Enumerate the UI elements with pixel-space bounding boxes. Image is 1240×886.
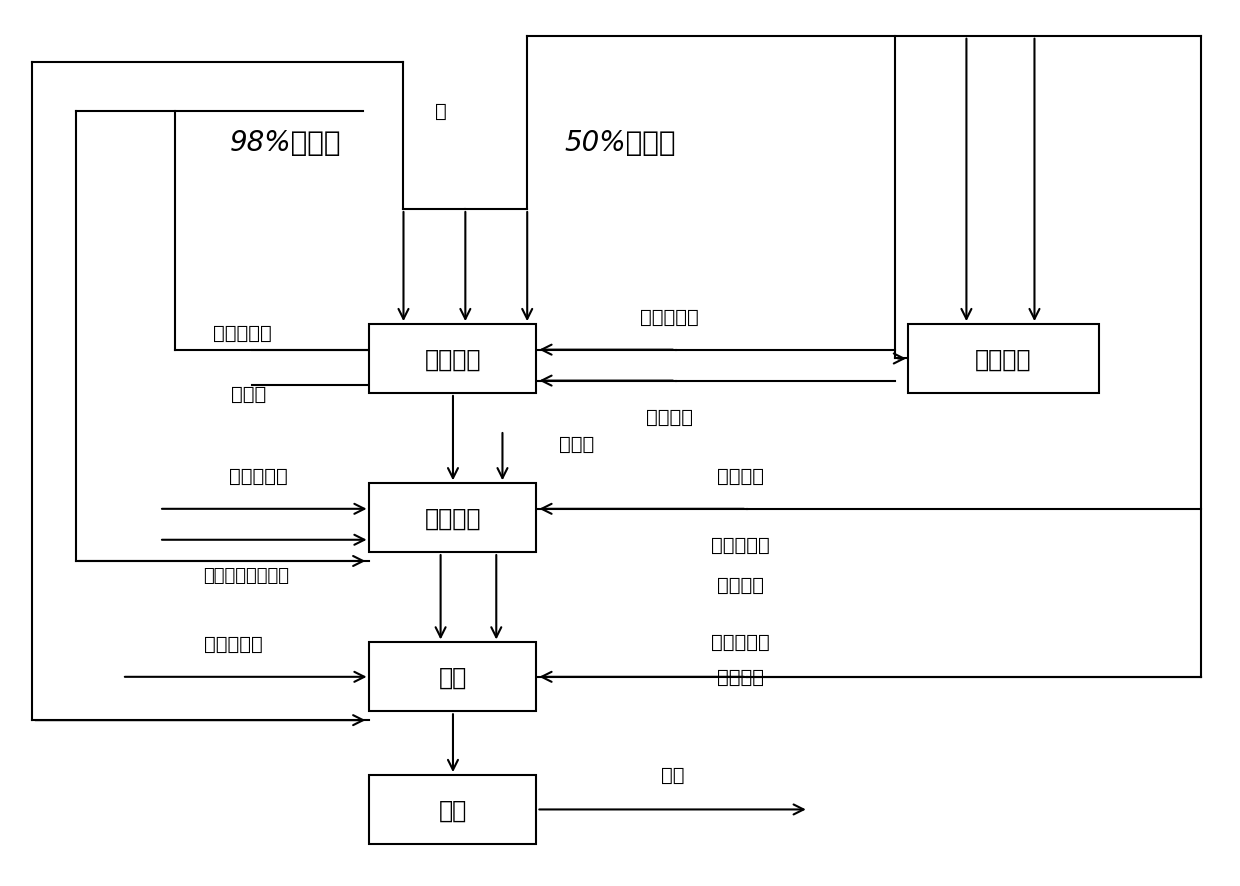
Text: 乳化合成: 乳化合成	[425, 506, 481, 530]
Text: 鼓气介质: 鼓气介质	[646, 407, 693, 426]
Text: 低温冷却液: 低温冷却液	[228, 466, 288, 486]
Text: 水: 水	[435, 102, 446, 121]
Text: 50%乙醛酸: 50%乙醛酸	[564, 128, 676, 157]
Bar	[370, 324, 537, 393]
Text: 惰性溶剂／减水剂: 惰性溶剂／减水剂	[203, 566, 289, 585]
Text: 鼓气介质: 鼓气介质	[717, 466, 764, 486]
Text: 回流冷却液: 回流冷却液	[213, 323, 272, 342]
Text: 低温冷却液: 低温冷却液	[640, 307, 699, 326]
Text: 鼓气介质: 鼓气介质	[717, 667, 764, 687]
Text: 回流冷却液: 回流冷却液	[712, 535, 770, 554]
Text: 低温冷却液: 低温冷却液	[205, 634, 263, 653]
Text: 过滤: 过滤	[439, 797, 467, 821]
Text: 滤液: 滤液	[661, 765, 684, 784]
Text: 恒温循环: 恒温循环	[976, 347, 1032, 371]
Bar	[370, 775, 537, 844]
Text: 搅拌: 搅拌	[439, 665, 467, 689]
Bar	[370, 642, 537, 711]
Text: 鼓气介质: 鼓气介质	[717, 575, 764, 594]
Bar	[908, 324, 1100, 393]
Bar	[370, 484, 537, 553]
Text: 胡椒环: 胡椒环	[231, 385, 267, 404]
Text: 回流冷却液: 回流冷却液	[712, 633, 770, 651]
Text: 乳化剂: 乳化剂	[559, 434, 594, 454]
Text: 混酸制备: 混酸制备	[425, 347, 481, 371]
Text: 98%浓硫酸: 98%浓硫酸	[231, 128, 342, 157]
